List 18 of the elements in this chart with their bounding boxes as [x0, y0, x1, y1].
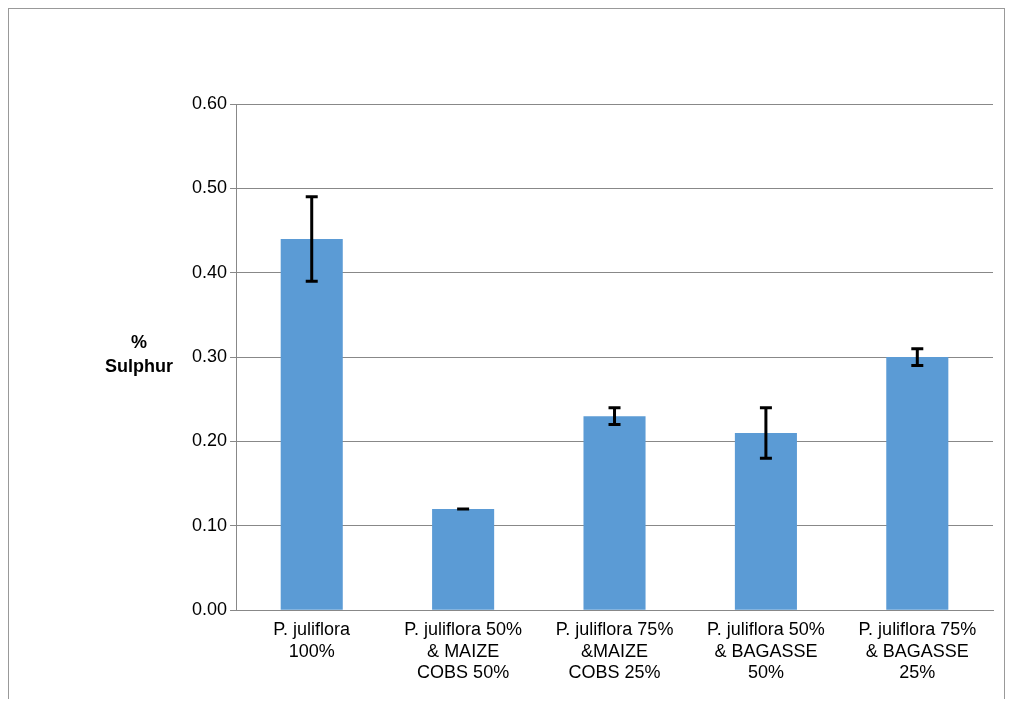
- bar: [886, 357, 949, 610]
- y-axis-title: % Sulphur: [105, 332, 173, 377]
- bar: [734, 433, 797, 610]
- y-tick-label: 0.10: [191, 514, 228, 535]
- bar: [280, 238, 343, 610]
- x-tick-label: P. juliflora 75% &MAIZE COBS 25%: [555, 618, 674, 683]
- x-tick-label: P. juliflora 75% & BAGASSE 25%: [858, 618, 977, 683]
- x-tick-label: P. juliflora 50% & BAGASSE 50%: [707, 618, 825, 683]
- bar: [583, 416, 646, 610]
- y-tick-label: 0.00: [191, 599, 228, 620]
- y-tick-label: 0.30: [191, 346, 228, 367]
- bar: [432, 508, 495, 610]
- y-tick-label: 0.20: [191, 430, 228, 451]
- x-tick-label: P. juliflora 50% & MAIZE COBS 50%: [404, 618, 522, 683]
- y-tick-label: 0.40: [191, 261, 228, 282]
- y-tick-label: 0.60: [191, 92, 228, 113]
- x-tick-label: P. juliflora 100%: [273, 618, 352, 661]
- y-tick-label: 0.50: [191, 177, 228, 198]
